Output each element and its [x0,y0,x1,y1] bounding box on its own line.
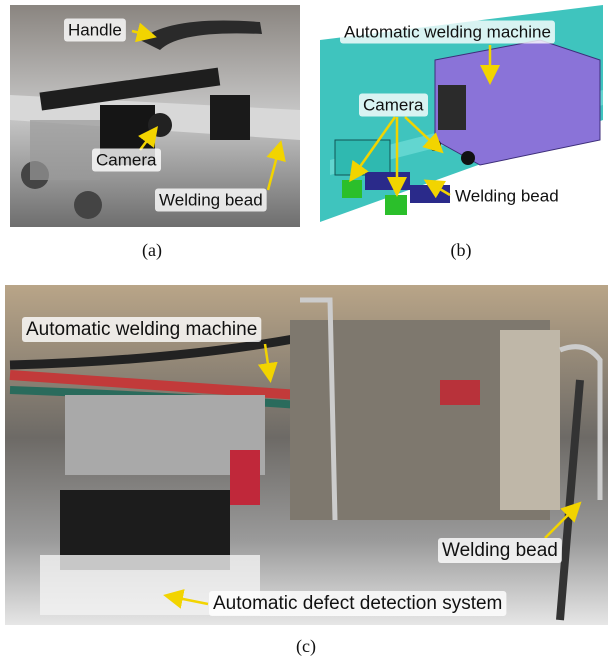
figure: Handle Camera Welding bead Automatic wel… [0,0,610,660]
label: Welding bead [455,186,559,205]
caption: (c) [296,636,316,657]
label: Handle [68,20,122,39]
label: Camera [363,95,424,114]
label: Automatic welding machine [344,22,551,41]
label: Welding bead [159,190,263,209]
caption: (a) [142,240,162,261]
label: Camera [96,150,157,169]
label: Automatic welding machine [26,319,257,340]
label: Automatic defect detection system [213,593,502,614]
label: Welding bead [442,540,558,561]
caption: (b) [451,240,472,261]
